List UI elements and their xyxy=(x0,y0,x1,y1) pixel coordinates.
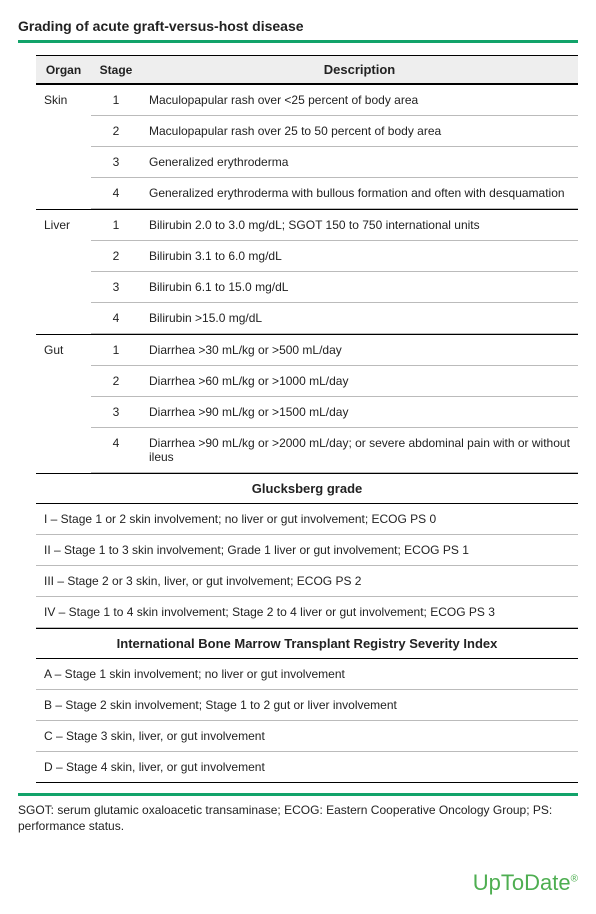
cell-organ xyxy=(36,397,91,428)
cell-description: Diarrhea >90 mL/kg or >2000 mL/day; or s… xyxy=(141,428,578,473)
table-row: 4Generalized erythroderma with bullous f… xyxy=(36,178,578,209)
cell-stage: 4 xyxy=(91,303,141,334)
table-row: 3Generalized erythroderma xyxy=(36,147,578,178)
grade-row: IV – Stage 1 to 4 skin involvement; Stag… xyxy=(36,597,578,628)
grade-cell: III – Stage 2 or 3 skin, liver, or gut i… xyxy=(36,566,578,597)
cell-stage: 1 xyxy=(91,334,141,366)
grade-row: II – Stage 1 to 3 skin involvement; Grad… xyxy=(36,535,578,566)
table-row: 2Maculopapular rash over 25 to 50 percen… xyxy=(36,116,578,147)
grade-row: III – Stage 2 or 3 skin, liver, or gut i… xyxy=(36,566,578,597)
closing-rule xyxy=(18,793,578,796)
cell-description: Diarrhea >30 mL/kg or >500 mL/day xyxy=(141,334,578,366)
cell-organ xyxy=(36,272,91,303)
cell-stage: 4 xyxy=(91,178,141,209)
cell-organ xyxy=(36,366,91,397)
cell-stage: 2 xyxy=(91,116,141,147)
table-row: 3Bilirubin 6.1 to 15.0 mg/dL xyxy=(36,272,578,303)
logo-registered: ® xyxy=(571,874,578,885)
grade-cell: D – Stage 4 skin, liver, or gut involvem… xyxy=(36,752,578,783)
table-row: 4Bilirubin >15.0 mg/dL xyxy=(36,303,578,334)
cell-organ xyxy=(36,303,91,334)
table-row: 2Bilirubin 3.1 to 6.0 mg/dL xyxy=(36,241,578,272)
cell-stage: 2 xyxy=(91,366,141,397)
grade-row: B – Stage 2 skin involvement; Stage 1 to… xyxy=(36,690,578,721)
cell-organ xyxy=(36,147,91,178)
col-stage: Stage xyxy=(91,55,141,84)
cell-stage: 3 xyxy=(91,272,141,303)
grade-cell: IV – Stage 1 to 4 skin involvement; Stag… xyxy=(36,597,578,628)
table-row: Liver1Bilirubin 2.0 to 3.0 mg/dL; SGOT 1… xyxy=(36,209,578,241)
grade-cell: B – Stage 2 skin involvement; Stage 1 to… xyxy=(36,690,578,721)
cell-organ: Gut xyxy=(36,334,91,366)
cell-description: Generalized erythroderma xyxy=(141,147,578,178)
cell-organ: Liver xyxy=(36,209,91,241)
grade-row: I – Stage 1 or 2 skin involvement; no li… xyxy=(36,504,578,535)
table-row: 4Diarrhea >90 mL/kg or >2000 mL/day; or … xyxy=(36,428,578,473)
col-description: Description xyxy=(141,55,578,84)
cell-stage: 3 xyxy=(91,147,141,178)
cell-stage: 4 xyxy=(91,428,141,473)
cell-stage: 3 xyxy=(91,397,141,428)
grading-table: Organ Stage Description Skin1Maculopapul… xyxy=(36,55,578,783)
grade-row: C – Stage 3 skin, liver, or gut involvem… xyxy=(36,721,578,752)
cell-description: Bilirubin >15.0 mg/dL xyxy=(141,303,578,334)
grade-cell: A – Stage 1 skin involvement; no liver o… xyxy=(36,659,578,690)
cell-description: Bilirubin 3.1 to 6.0 mg/dL xyxy=(141,241,578,272)
cell-organ xyxy=(36,241,91,272)
cell-stage: 2 xyxy=(91,241,141,272)
grade-cell: I – Stage 1 or 2 skin involvement; no li… xyxy=(36,504,578,535)
page-title: Grading of acute graft-versus-host disea… xyxy=(18,18,578,43)
cell-organ xyxy=(36,116,91,147)
cell-description: Diarrhea >60 mL/kg or >1000 mL/day xyxy=(141,366,578,397)
table-row: 3Diarrhea >90 mL/kg or >1500 mL/day xyxy=(36,397,578,428)
cell-description: Generalized erythroderma with bullous fo… xyxy=(141,178,578,209)
footnote: SGOT: serum glutamic oxaloacetic transam… xyxy=(18,802,578,834)
header-row: Organ Stage Description xyxy=(36,55,578,84)
section-title: Glucksberg grade xyxy=(36,473,578,504)
cell-stage: 1 xyxy=(91,209,141,241)
section-header: International Bone Marrow Transplant Reg… xyxy=(36,628,578,659)
table-container: Organ Stage Description Skin1Maculopapul… xyxy=(36,55,578,783)
table-row: Skin1Maculopapular rash over <25 percent… xyxy=(36,84,578,116)
logo-text: UpToDate xyxy=(473,870,571,895)
grade-cell: II – Stage 1 to 3 skin involvement; Grad… xyxy=(36,535,578,566)
cell-description: Maculopapular rash over 25 to 50 percent… xyxy=(141,116,578,147)
cell-description: Maculopapular rash over <25 percent of b… xyxy=(141,84,578,116)
grade-row: D – Stage 4 skin, liver, or gut involvem… xyxy=(36,752,578,783)
cell-organ xyxy=(36,428,91,473)
col-organ: Organ xyxy=(36,55,91,84)
cell-organ xyxy=(36,178,91,209)
table-row: Gut1Diarrhea >30 mL/kg or >500 mL/day xyxy=(36,334,578,366)
section-title: International Bone Marrow Transplant Reg… xyxy=(36,628,578,659)
cell-description: Diarrhea >90 mL/kg or >1500 mL/day xyxy=(141,397,578,428)
table-row: 2Diarrhea >60 mL/kg or >1000 mL/day xyxy=(36,366,578,397)
cell-organ: Skin xyxy=(36,84,91,116)
grade-row: A – Stage 1 skin involvement; no liver o… xyxy=(36,659,578,690)
section-header: Glucksberg grade xyxy=(36,473,578,504)
cell-stage: 1 xyxy=(91,84,141,116)
uptodate-logo: UpToDate® xyxy=(18,870,578,896)
cell-description: Bilirubin 2.0 to 3.0 mg/dL; SGOT 150 to … xyxy=(141,209,578,241)
cell-description: Bilirubin 6.1 to 15.0 mg/dL xyxy=(141,272,578,303)
grade-cell: C – Stage 3 skin, liver, or gut involvem… xyxy=(36,721,578,752)
